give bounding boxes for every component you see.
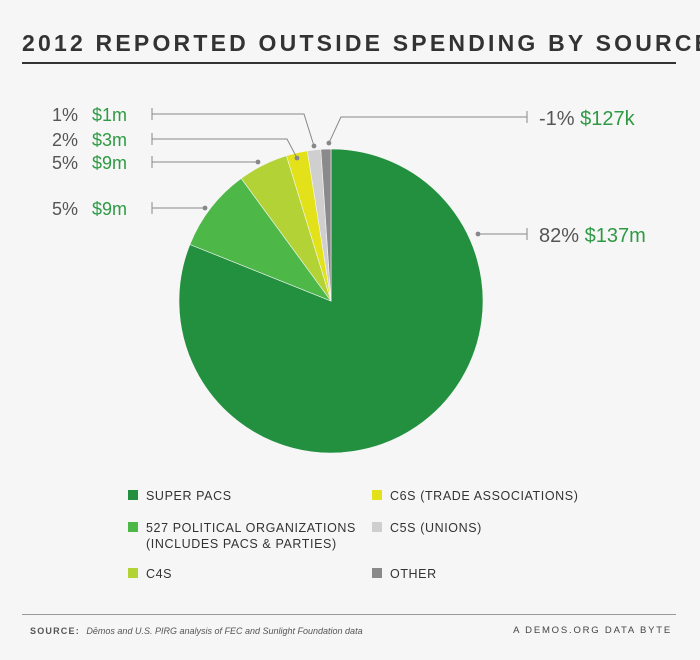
legend-swatch — [128, 490, 138, 500]
pie-chart: 82% $137m 5% $9m 5% $9m 2% $3m 1% $1m -1% $127k — [52, 105, 646, 454]
slice-amount: $9m — [92, 153, 127, 173]
source-note: SOURCE: Dēmos and U.S. PIRG analysis of … — [30, 626, 363, 636]
slice-pct: -1% — [539, 108, 580, 130]
slice-label: 82% $137m — [539, 225, 646, 247]
slice-amount: $137m — [585, 225, 646, 247]
slice-pct: 5% — [52, 153, 78, 173]
legend-label: C5s (UNIONS) — [390, 521, 482, 535]
legend-swatch — [128, 522, 138, 532]
legend-item-c6s: C6s (TRADE ASSOCIATIONS) — [372, 488, 579, 504]
pie-labels: 82% $137m 5% $9m 5% $9m 2% $3m 1% $1m -1% $127k — [52, 105, 646, 247]
legend-label: SUPER PACs — [146, 489, 232, 503]
legend-swatch — [372, 568, 382, 578]
slice-amount: $9m — [92, 199, 127, 219]
legend-item-other: OTHER — [372, 566, 437, 582]
footer-divider — [22, 614, 676, 615]
legend-item-c4s: C4s — [128, 566, 172, 582]
leader-line — [152, 113, 315, 147]
title-divider — [22, 62, 676, 64]
source-label: SOURCE: — [30, 626, 80, 636]
legend-item-527: 527 POLITICAL ORGANIZATIONS (INCLUDES PA… — [128, 520, 356, 552]
leader-dot — [255, 159, 261, 165]
legend-item-super-pacs: SUPER PACs — [128, 488, 232, 504]
legend-swatch — [372, 490, 382, 500]
leader-dot — [294, 155, 300, 161]
leader-line — [328, 116, 527, 144]
slice-pct: 1% — [52, 105, 78, 125]
source-text: Dēmos and U.S. PIRG analysis of FEC and … — [86, 626, 363, 636]
slice-pct: 2% — [52, 130, 78, 150]
leader-dot — [311, 143, 317, 149]
slice-amount: $1m — [92, 105, 127, 125]
legend-item-c5s: C5s (UNIONS) — [372, 520, 482, 536]
leader-line — [152, 138, 298, 159]
slice-amount: $3m — [92, 130, 127, 150]
legend-swatch — [128, 568, 138, 578]
pie-slice — [320, 148, 332, 302]
legend-label: 527 POLITICAL ORGANIZATIONS (INCLUDES PA… — [146, 521, 356, 551]
legend-label: C6s (TRADE ASSOCIATIONS) — [390, 489, 579, 503]
chart-title: 2012 REPORTED OUTSIDE SPENDING BY SOURCE — [22, 30, 700, 56]
leader-dot — [475, 231, 481, 237]
slice-amount: $127k — [580, 108, 635, 130]
slice-pct: 82% — [539, 225, 585, 247]
slice-pct: 5% — [52, 199, 78, 219]
leader-dot — [326, 140, 332, 146]
pie-slice — [189, 177, 332, 302]
slice-label: -1% $127k — [539, 108, 636, 130]
legend-label: OTHER — [390, 567, 437, 581]
legend-swatch — [372, 522, 382, 532]
pie-slices — [178, 148, 484, 454]
legend-label: C4s — [146, 567, 173, 581]
leader-dot — [202, 205, 208, 211]
byline: A DEMOS.ORG DATA BYTE — [513, 625, 672, 636]
